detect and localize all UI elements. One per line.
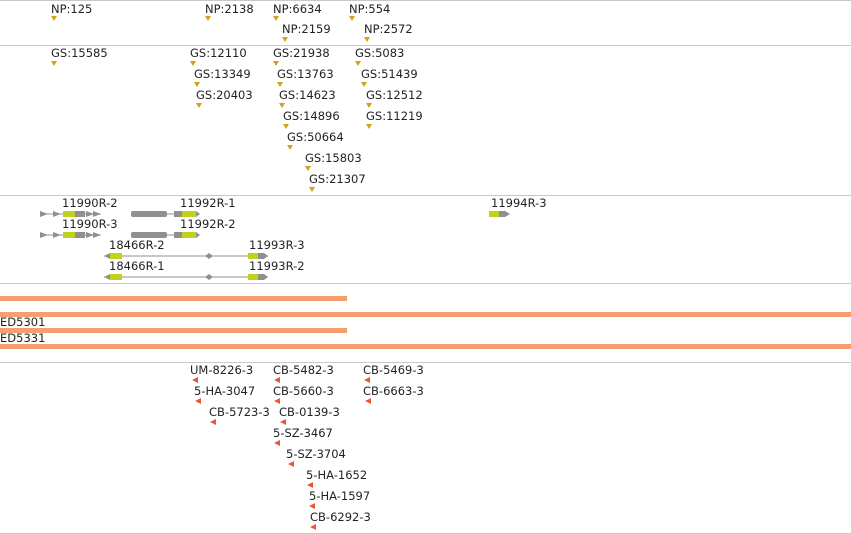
np-marker-icon	[282, 37, 288, 42]
transcript-glyphs	[40, 211, 510, 280]
allele-marker-icon	[195, 398, 201, 404]
gs-marker-icon	[279, 103, 285, 108]
track-separator	[0, 195, 851, 196]
allele-label: UM-8226-3	[190, 363, 254, 377]
transcript-label[interactable]: 11992R-1	[180, 196, 236, 210]
allele-label: 5-HA-1652	[306, 468, 368, 482]
allele-marker-icon	[280, 419, 286, 425]
transcript-model[interactable]	[40, 211, 101, 217]
gs-marker-icon	[190, 61, 196, 66]
track-separator	[0, 0, 851, 1]
np-marker-icon	[273, 16, 279, 21]
transcript-label[interactable]: 11990R-3	[62, 217, 118, 231]
np-marker-icon	[51, 16, 57, 21]
gs-feature-label: GS:50664	[287, 130, 344, 144]
track-separator	[0, 283, 851, 284]
allele-marker-icon	[364, 377, 370, 383]
np-marker-icon	[205, 16, 211, 21]
gs-marker-icon	[355, 61, 361, 66]
gs-marker-icon	[305, 166, 311, 171]
transcript-model[interactable]	[489, 211, 510, 217]
gs-marker-icon	[273, 61, 279, 66]
gs-marker-icon	[366, 124, 372, 129]
np-feature-label: NP:125	[51, 2, 93, 16]
gs-feature-label: GS:5083	[355, 46, 405, 60]
allele-marker-icon	[274, 440, 280, 446]
allele-label: CB-6663-3	[363, 384, 424, 398]
np-feature-label: NP:2572	[364, 22, 413, 36]
allele-marker-icon	[310, 524, 316, 530]
gs-feature-label: GS:14623	[279, 88, 336, 102]
np-feature-label: NP:6634	[273, 2, 322, 16]
np-feature-label: NP:554	[349, 2, 391, 16]
allele-marker-icon	[274, 377, 280, 383]
gs-feature-label: GS:21307	[309, 172, 366, 186]
gs-feature-label: GS:13349	[194, 67, 251, 81]
deficiency-label[interactable]: ED5331	[0, 331, 46, 345]
np-marker-icon	[364, 37, 370, 42]
transcript-model[interactable]	[131, 232, 200, 238]
transcript-label[interactable]: 11990R-2	[62, 196, 118, 210]
transcript-model[interactable]	[104, 253, 268, 259]
gs-marker-icon	[283, 124, 289, 129]
allele-marker-icon	[210, 419, 216, 425]
gs-marker-icon	[361, 82, 367, 87]
gs-marker-icon	[196, 103, 202, 108]
transcript-label[interactable]: 18466R-1	[109, 259, 165, 273]
transcript-label[interactable]: 18466R-2	[109, 238, 165, 252]
transcript-label[interactable]: 11994R-3	[491, 196, 547, 210]
transcript-label[interactable]: 11993R-2	[249, 259, 305, 273]
allele-label: 5-HA-1597	[309, 489, 371, 503]
transcript-label[interactable]: 11993R-3	[249, 238, 305, 252]
deficiency-bar[interactable]	[0, 344, 851, 349]
allele-label: CB-5469-3	[363, 363, 424, 377]
allele-label: CB-5660-3	[273, 384, 334, 398]
allele-label: CB-5482-3	[273, 363, 334, 377]
gs-marker-icon	[277, 82, 283, 87]
allele-marker-icon	[274, 398, 280, 404]
gs-marker-icon	[51, 61, 57, 66]
transcript-label[interactable]: 11992R-2	[180, 217, 236, 231]
gs-feature-label: GS:12512	[366, 88, 423, 102]
gs-feature-label: GS:51439	[361, 67, 418, 81]
gs-feature-label: GS:12110	[190, 46, 247, 60]
gs-feature-label: GS:13763	[277, 67, 334, 81]
gs-feature-label: GS:11219	[366, 109, 423, 123]
track-separator	[0, 362, 851, 363]
gs-marker-icon	[366, 103, 372, 108]
gs-feature-label: GS:15585	[51, 46, 108, 60]
transcript-model[interactable]	[40, 232, 101, 238]
gs-feature-label: GS:20403	[196, 88, 253, 102]
deficiency-label[interactable]: ED5301	[0, 315, 46, 329]
gs-feature-label: GS:21938	[273, 46, 330, 60]
allele-marker-icon	[288, 461, 294, 467]
allele-label: CB-0139-3	[279, 405, 340, 419]
np-feature-label: NP:2159	[282, 22, 331, 36]
gs-marker-icon	[309, 187, 315, 192]
deficiency-bar[interactable]	[0, 296, 347, 301]
allele-label: 5-HA-3047	[194, 384, 256, 398]
allele-label: CB-6292-3	[310, 510, 371, 524]
allele-label: 5-SZ-3704	[286, 447, 346, 461]
allele-marker-icon	[365, 398, 371, 404]
transcript-model[interactable]	[131, 211, 200, 217]
gs-feature-label: GS:15803	[305, 151, 362, 165]
allele-label: 5-SZ-3467	[273, 426, 333, 440]
deficiency-bar[interactable]	[0, 328, 347, 333]
allele-marker-icon	[192, 377, 198, 383]
np-marker-icon	[349, 16, 355, 21]
gs-marker-icon	[287, 145, 293, 150]
allele-label: CB-5723-3	[209, 405, 270, 419]
np-feature-label: NP:2138	[205, 2, 254, 16]
transcript-model[interactable]	[104, 274, 268, 280]
gs-marker-icon	[194, 82, 200, 87]
gs-feature-label: GS:14896	[283, 109, 340, 123]
track-separator	[0, 45, 851, 46]
deficiency-bar[interactable]	[0, 312, 851, 317]
allele-marker-icon	[307, 482, 313, 488]
allele-marker-icon	[309, 503, 315, 509]
